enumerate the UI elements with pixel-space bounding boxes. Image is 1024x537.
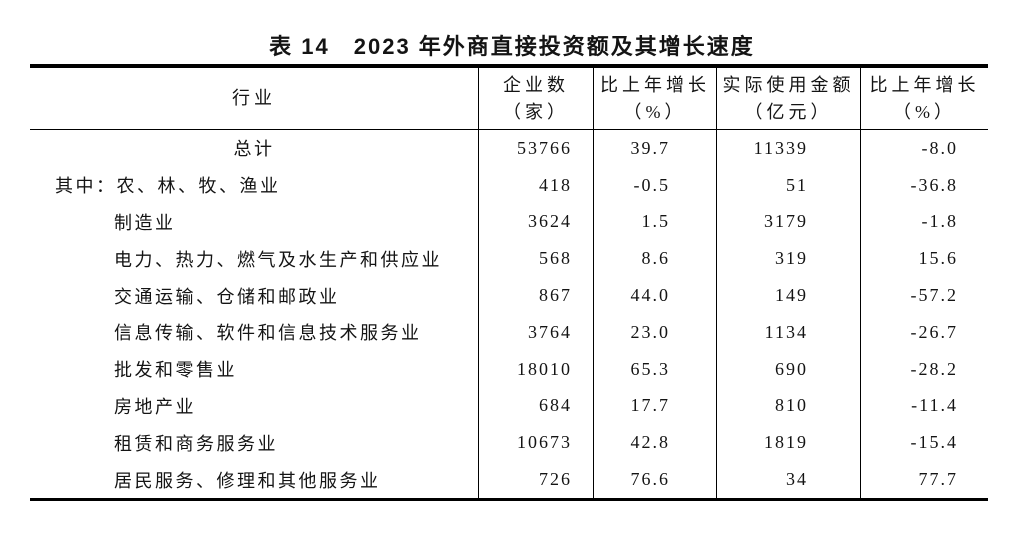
header-line: （亿元） [744,101,833,122]
industry-cell: 信息传输、软件和信息技术服务业 [30,314,478,351]
industry-cell: 其中： 农、林、牧、渔业 [30,167,478,204]
header-line: 行业 [232,88,276,108]
growth2-cell: 77.7 [860,461,988,498]
table-row: 其中： 农、林、牧、渔业 418 -0.5 51 -36.8 [30,166,988,204]
col-header-amount: 实际使用金额 （亿元） [716,68,860,129]
growth2-cell: -1.8 [860,203,988,241]
enterprises-cell: 726 [478,461,593,498]
amount-cell: 319 [716,240,860,278]
growth1-cell: 17.7 [593,387,716,425]
fdi-table: 行业 企业数 （家） 比上年增长 （%） 实际使用金额 （亿元） 比上年增长 （… [30,64,988,501]
enterprises-cell: 3764 [478,313,593,351]
table-row: 信息传输、软件和信息技术服务业 3764 23.0 1134 -26.7 [30,313,988,351]
industry-cell: 电力、热力、燃气及水生产和供应业 [30,240,478,277]
enterprises-cell: 867 [478,277,593,314]
growth1-cell: 76.6 [593,461,716,498]
growth2-cell: -26.7 [860,313,988,351]
header-line: 比上年增长 [869,74,980,95]
table-row: 房地产业 684 17.7 810 -11.4 [30,387,988,425]
growth2-cell: -8.0 [860,130,988,167]
table-row: 制造业 3624 1.5 3179 -1.8 [30,203,988,241]
growth2-cell: -11.4 [860,387,988,425]
growth1-cell: 65.3 [593,350,716,388]
qizhong-prefix: 其中： [55,176,117,197]
industry-cell: 交通运输、仓储和邮政业 [30,277,478,314]
amount-cell: 690 [716,350,860,388]
header-line: （家） [503,101,569,122]
col-header-enterprises: 企业数 （家） [478,68,593,129]
amount-cell: 3179 [716,203,860,241]
table-title: 表 14 2023 年外商直接投资额及其增长速度 [269,34,755,59]
industry-cell: 批发和零售业 [30,351,478,388]
header-line: 比上年增长 [600,74,710,95]
industry-label: 信息传输、软件和信息技术服务业 [114,323,422,344]
amount-cell: 1134 [716,313,860,351]
growth1-cell: 42.8 [593,424,716,462]
growth1-cell: 39.7 [593,130,716,167]
growth2-cell: -57.2 [860,277,988,314]
industry-label: 批发和零售业 [114,360,237,381]
industry-label: 电力、热力、燃气及水生产和供应业 [114,249,442,270]
enterprises-cell: 3624 [478,203,593,241]
amount-cell: 51 [716,166,860,204]
amount-cell: 149 [716,277,860,314]
col-header-growth1: 比上年增长 （%） [593,68,716,129]
header-line: （%） [623,101,687,122]
table-row: 租赁和商务服务业 10673 42.8 1819 -15.4 [30,424,988,462]
enterprises-cell: 684 [478,387,593,425]
industry-label: 制造业 [114,212,176,233]
industry-label: 租赁和商务服务业 [114,433,278,454]
table-header-row: 行业 企业数 （家） 比上年增长 （%） 实际使用金额 （亿元） 比上年增长 （… [30,68,988,130]
growth1-cell: 23.0 [593,313,716,351]
growth2-cell: 15.6 [860,240,988,278]
industry-label: 房地产业 [114,396,196,417]
header-line: 企业数 [503,74,569,95]
enterprises-cell: 418 [478,166,593,204]
growth1-cell: 8.6 [593,240,716,278]
enterprises-cell: 568 [478,240,593,278]
table-row: 交通运输、仓储和邮政业 867 44.0 149 -57.2 [30,277,988,314]
table-row: 总计 53766 39.7 11339 -8.0 [30,130,988,167]
col-header-growth2: 比上年增长 （%） [860,68,988,129]
table-row: 电力、热力、燃气及水生产和供应业 568 8.6 319 15.6 [30,240,988,278]
amount-cell: 810 [716,387,860,425]
amount-cell: 11339 [716,130,860,167]
growth2-cell: -15.4 [860,424,988,462]
table-row: 批发和零售业 18010 65.3 690 -28.2 [30,350,988,388]
enterprises-cell: 10673 [478,424,593,462]
industry-label: 总计 [233,139,275,160]
industry-cell: 房地产业 [30,388,478,425]
growth2-cell: -28.2 [860,350,988,388]
table-row: 居民服务、修理和其他服务业 726 76.6 34 77.7 [30,461,988,498]
industry-cell: 总计 [30,130,478,167]
growth1-cell: 1.5 [593,203,716,241]
industry-cell: 居民服务、修理和其他服务业 [30,461,478,498]
industry-label: 居民服务、修理和其他服务业 [114,470,381,491]
growth2-cell: -36.8 [860,166,988,204]
industry-cell: 制造业 [30,204,478,241]
amount-cell: 1819 [716,424,860,462]
industry-label: 交通运输、仓储和邮政业 [114,286,340,307]
growth1-cell: 44.0 [593,277,716,314]
header-line: （%） [893,101,956,122]
header-line: 实际使用金额 [722,74,855,95]
industry-label: 农、林、牧、渔业 [116,176,281,197]
col-header-industry: 行业 [30,68,478,129]
growth1-cell: -0.5 [593,166,716,204]
enterprises-cell: 18010 [478,350,593,388]
industry-cell: 租赁和商务服务业 [30,424,478,461]
enterprises-cell: 53766 [478,130,593,167]
amount-cell: 34 [716,461,860,498]
